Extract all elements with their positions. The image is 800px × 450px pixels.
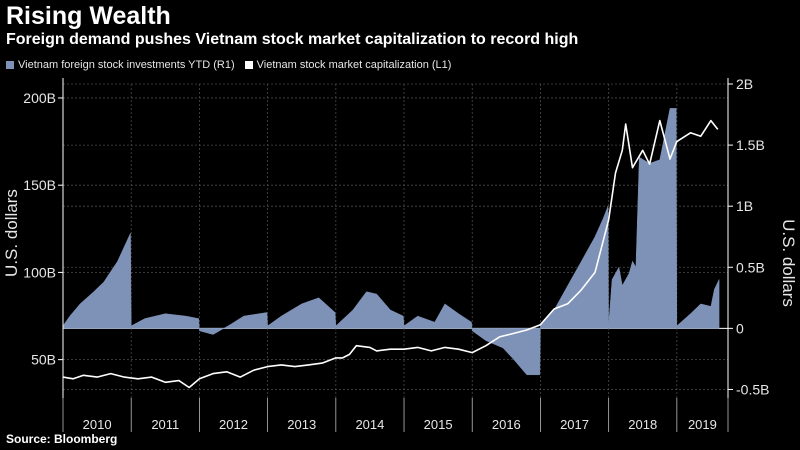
x-tick-label-2015: 2015 — [424, 417, 453, 432]
y-right-tick-label-2B: 2B — [736, 76, 753, 92]
legend-label-foreign-investments: Vietnam foreign stock investments YTD (R… — [18, 59, 235, 71]
series-area-foreign-investments — [62, 108, 720, 376]
x-tick-label-2017: 2017 — [560, 417, 589, 432]
y-left-tick-label-200B: 200B — [23, 90, 56, 106]
chart-subtitle: Foreign demand pushes Vietnam stock mark… — [6, 31, 579, 48]
y-left-axis-label: U.S. dollars — [2, 189, 21, 277]
series-line-market-cap — [62, 119, 719, 389]
y-right-tick-label-1.5B: 1.5B — [736, 137, 765, 153]
x-tick-label-2018: 2018 — [628, 417, 657, 432]
y-right-tick-label--0.5B: -0.5B — [736, 381, 769, 397]
legend-swatch-bars — [6, 61, 14, 69]
legend-item-foreign-investments: Vietnam foreign stock investments YTD (R… — [6, 59, 235, 71]
y-right-tick-label-1B: 1B — [736, 198, 753, 214]
y-right-tick-label-0.5B: 0.5B — [736, 259, 765, 275]
y-left-tick-label-150B: 150B — [23, 177, 56, 193]
y-left-tick-label-50B: 50B — [31, 352, 56, 368]
legend-item-market-cap: Vietnam stock market capitalization (L1) — [244, 59, 452, 71]
chart-title: Rising Wealth — [6, 2, 171, 30]
legend: Vietnam foreign stock investments YTD (R… — [6, 59, 451, 71]
legend-swatch-line — [244, 61, 253, 69]
y-left-tick-label-100B: 100B — [23, 264, 56, 280]
x-tick-label-2012: 2012 — [219, 417, 248, 432]
x-tick-label-2011: 2011 — [151, 417, 179, 432]
x-tick-label-2010: 2010 — [83, 417, 112, 432]
source-note: Source: Bloomberg — [6, 432, 118, 446]
legend-label-market-cap: Vietnam stock market capitalization (L1) — [256, 59, 452, 71]
y-right-axis-label: U.S. dollars — [779, 219, 798, 307]
x-tick-label-2014: 2014 — [355, 417, 384, 432]
y-right-tick-label-0: 0 — [736, 320, 744, 336]
x-tick-label-2013: 2013 — [287, 417, 316, 432]
x-tick-label-2019: 2019 — [688, 417, 717, 432]
x-tick-label-2016: 2016 — [492, 417, 521, 432]
